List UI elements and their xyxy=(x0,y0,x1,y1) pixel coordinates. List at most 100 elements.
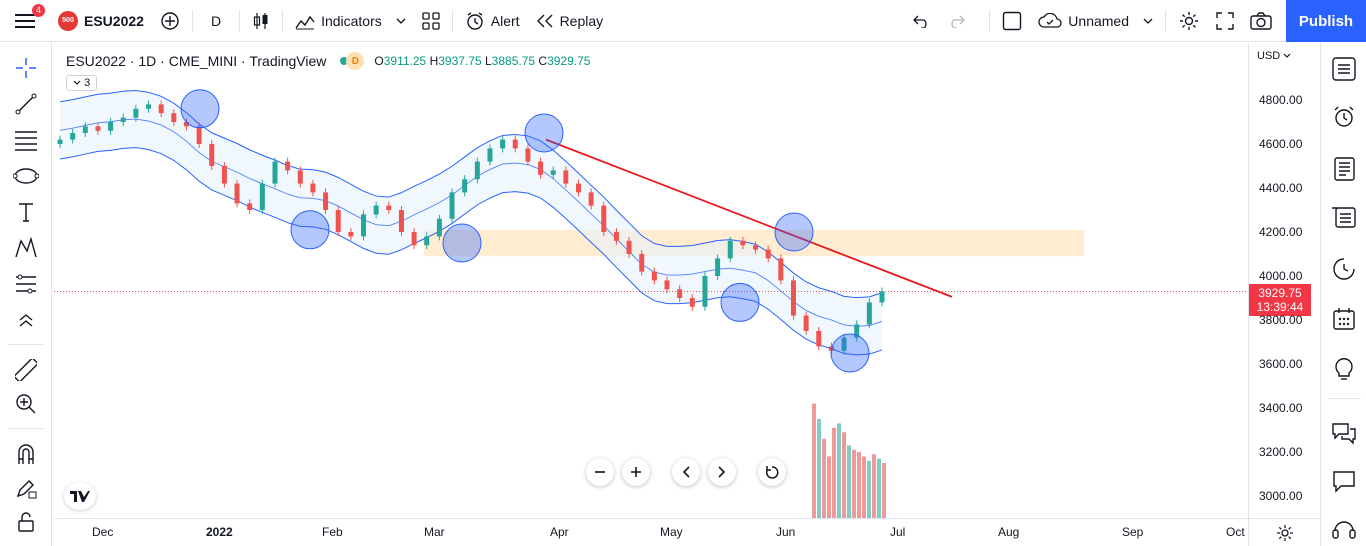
prediction-tool[interactable] xyxy=(12,270,40,298)
price-chart[interactable] xyxy=(54,44,1248,518)
ideas-button[interactable] xyxy=(1329,354,1359,384)
candle-body xyxy=(436,218,442,237)
candle-body xyxy=(588,192,594,206)
candle-body xyxy=(285,161,291,171)
volume-bar xyxy=(822,438,826,518)
lock-drawings-tool[interactable] xyxy=(12,474,40,502)
text-tool[interactable] xyxy=(12,198,40,226)
publish-button[interactable]: Publish xyxy=(1286,0,1366,42)
chat-bubbles-icon xyxy=(1332,423,1356,445)
help-button[interactable] xyxy=(1329,514,1359,544)
symbol-name: ESU2022 xyxy=(84,12,144,29)
symbol-logo: 500 xyxy=(58,10,78,31)
resistance-trendline xyxy=(545,138,953,298)
calendar-button[interactable] xyxy=(1329,304,1359,334)
undo-button[interactable] xyxy=(905,0,939,42)
time-tick-label: Feb xyxy=(322,525,343,539)
indicators-collapse-button[interactable]: 3 xyxy=(66,75,98,91)
collapse-tools-button[interactable] xyxy=(12,306,40,334)
fullscreen-toggle-button[interactable] xyxy=(994,0,1030,42)
separator xyxy=(989,9,991,32)
drawing-toolbar xyxy=(0,42,52,546)
fullscreen-button[interactable] xyxy=(1208,0,1242,42)
candle-body xyxy=(841,337,847,351)
zoom-tool[interactable] xyxy=(12,390,40,418)
price-tick-label: 3000.00 xyxy=(1259,489,1303,503)
magnet-tool[interactable] xyxy=(12,440,40,468)
chats-button[interactable] xyxy=(1329,418,1359,448)
candle-body xyxy=(626,240,632,254)
crosshair-tool[interactable] xyxy=(12,54,40,82)
symbol-search-button[interactable]: 500 ESU2022 xyxy=(50,0,152,42)
indicators-count: 3 xyxy=(84,77,91,89)
compare-button[interactable] xyxy=(152,0,188,42)
layout-name-button[interactable]: Unnamed xyxy=(1030,0,1161,42)
separator xyxy=(282,9,284,32)
measure-tool[interactable] xyxy=(12,356,40,384)
candle-body xyxy=(525,148,531,162)
highlight-circle xyxy=(442,223,482,263)
reset-chart-button[interactable] xyxy=(758,458,786,486)
watchlist-button[interactable] xyxy=(1329,54,1359,84)
hotlists-button[interactable] xyxy=(1329,254,1359,284)
candle-body xyxy=(171,113,177,122)
fib-lines-icon xyxy=(15,131,37,151)
time-tick-label: Dec xyxy=(92,525,114,539)
indicators-label: Indicators xyxy=(321,12,382,29)
time-axis[interactable]: Dec 2022 Feb Mar Apr May Jun Jul Aug Sep Oct xyxy=(54,518,1248,546)
fib-tool[interactable] xyxy=(12,126,40,154)
headset-icon xyxy=(1332,521,1356,539)
candle-body xyxy=(209,144,215,166)
shapes-tool[interactable] xyxy=(12,162,40,190)
candle-body xyxy=(575,183,581,193)
ellipse-shape-icon xyxy=(13,168,39,184)
lock-all-tool[interactable] xyxy=(12,508,40,536)
zoom-in-button[interactable] xyxy=(622,458,650,486)
layouts-button[interactable] xyxy=(414,0,448,42)
interval-button[interactable]: D xyxy=(210,12,222,29)
replay-button[interactable]: Replay xyxy=(528,0,612,42)
chart-settings-corner[interactable] xyxy=(1248,518,1320,546)
time-tick-label: Mar xyxy=(424,525,445,539)
volume-bar xyxy=(817,419,821,518)
alarm-clock-icon xyxy=(467,11,483,30)
volume-bar xyxy=(842,432,846,518)
last-price: 3929.75 xyxy=(1258,286,1302,300)
highlight-circle xyxy=(290,210,330,250)
alerts-panel-button[interactable] xyxy=(1329,102,1359,132)
candle-body xyxy=(323,192,329,210)
price-tick-label: 4800.00 xyxy=(1259,93,1303,107)
widget-bar xyxy=(1320,42,1366,546)
tradingview-logo[interactable] xyxy=(64,482,96,510)
settings-button[interactable] xyxy=(1170,0,1208,42)
volume-bar xyxy=(832,427,836,518)
object-tree-button[interactable] xyxy=(1329,202,1359,232)
divider xyxy=(8,344,44,345)
plus-icon xyxy=(631,467,641,477)
snapshot-button[interactable] xyxy=(1242,0,1280,42)
redo-button[interactable] xyxy=(939,0,973,42)
price-tick-label: 4200.00 xyxy=(1259,225,1303,239)
main-menu-button[interactable]: 4 xyxy=(0,0,50,42)
price-axis[interactable]: USD 3929.75 13:39:44 4800.00 4600.00 4400.… xyxy=(1248,44,1320,518)
scroll-right-button[interactable] xyxy=(708,458,736,486)
currency-selector[interactable]: USD xyxy=(1257,50,1291,62)
chevron-left-icon xyxy=(682,466,690,478)
price-tick-label: 3800.00 xyxy=(1259,313,1303,327)
magnet-icon xyxy=(18,444,34,464)
zoom-in-icon xyxy=(16,394,36,414)
alert-button[interactable]: Alert xyxy=(457,0,528,42)
patterns-tool[interactable] xyxy=(12,234,40,262)
gear-icon xyxy=(1180,11,1198,30)
scroll-left-button[interactable] xyxy=(672,458,700,486)
double-chevron-up-icon xyxy=(19,314,33,327)
streams-button[interactable] xyxy=(1329,466,1359,496)
trend-line-tool[interactable] xyxy=(12,90,40,118)
chart-type-button[interactable] xyxy=(244,0,278,42)
price-tick-label: 3200.00 xyxy=(1259,445,1303,459)
data-window-button[interactable] xyxy=(1329,154,1359,184)
zoom-out-button[interactable] xyxy=(586,458,614,486)
indicators-button[interactable]: Indicators xyxy=(287,0,414,42)
volume-bar xyxy=(812,403,816,518)
separator xyxy=(239,9,241,32)
